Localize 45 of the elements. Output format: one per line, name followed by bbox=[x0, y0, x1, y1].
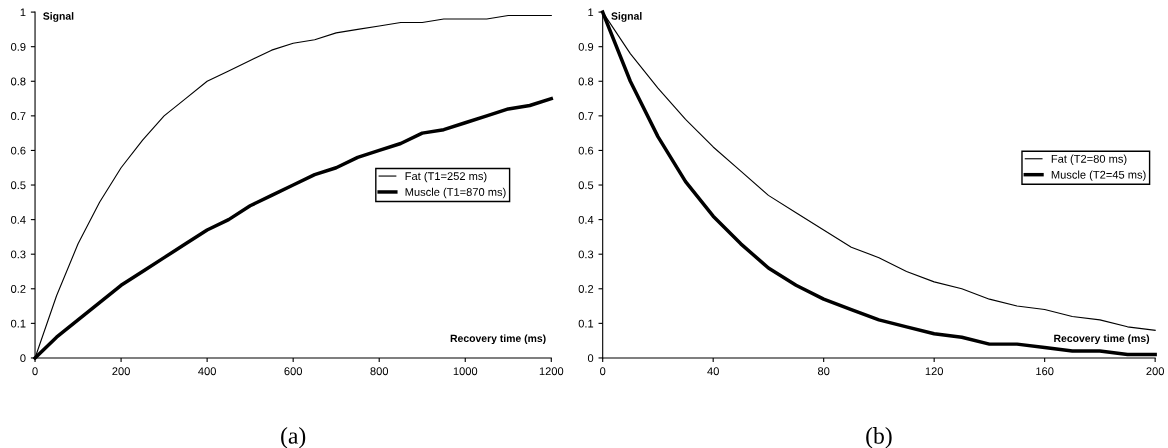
y-tick-label: 0.8 bbox=[11, 77, 26, 86]
x-tick-label: 600 bbox=[284, 367, 302, 376]
y-tick-label: 0.7 bbox=[11, 112, 26, 120]
text: (a) bbox=[281, 427, 306, 448]
legend-label: Fat (T2=80 ms) bbox=[1051, 154, 1127, 165]
x-tick-label: 160 bbox=[1036, 367, 1054, 376]
x-tick-label: 0 bbox=[32, 367, 38, 376]
x-axis-title: Recovery time (ms) bbox=[1054, 334, 1150, 345]
x-tick-label: 200 bbox=[112, 367, 130, 376]
x-tick-label: 80 bbox=[817, 367, 830, 376]
y-tick-label: 0.6 bbox=[578, 146, 594, 155]
y-tick-label: 0.5 bbox=[578, 181, 594, 190]
y-tick-label: 1 bbox=[20, 8, 26, 17]
y-tick-label: 0.4 bbox=[578, 215, 594, 224]
y-tick-label: 0.6 bbox=[11, 146, 26, 155]
x-axis-title: Recovery time (ms) bbox=[450, 334, 546, 345]
y-tick-label: 0 bbox=[20, 354, 26, 363]
y-tick-label: 1 bbox=[588, 8, 594, 17]
legend-label: Fat (T1=252 ms) bbox=[405, 171, 487, 183]
x-tick-label: 40 bbox=[707, 367, 719, 376]
x-tick-label: 200 bbox=[1146, 367, 1164, 376]
y-tick-label: 0.8 bbox=[578, 77, 594, 86]
y-tick-label: 0.2 bbox=[578, 285, 594, 293]
y-tick-label: 0.9 bbox=[11, 42, 26, 51]
x-tick-label: 400 bbox=[198, 367, 216, 376]
x-tick-label: 120 bbox=[925, 367, 943, 376]
x-tick-label: 1000 bbox=[453, 367, 478, 376]
legend-label: Muscle (T1=870 ms) bbox=[405, 187, 506, 199]
x-tick-label: 800 bbox=[370, 367, 389, 376]
x-tick-label: 1200 bbox=[539, 367, 564, 376]
y-tick-label: 0.7 bbox=[578, 112, 594, 120]
y-tick-label: 0.3 bbox=[11, 250, 26, 259]
y-tick-label: 0.4 bbox=[11, 215, 26, 224]
text: (b) bbox=[866, 427, 892, 448]
y-axis-title: Signal bbox=[43, 12, 74, 22]
legend-label: Muscle (T2=45 ms) bbox=[1051, 170, 1146, 181]
y-tick-label: 0.1 bbox=[578, 319, 594, 328]
y-tick-label: 0.3 bbox=[578, 250, 594, 259]
y-tick-label: 0.5 bbox=[11, 181, 26, 190]
y-tick-label: 0 bbox=[587, 354, 594, 363]
x-tick-label: 0 bbox=[600, 367, 606, 376]
y-tick-label: 0.2 bbox=[11, 285, 26, 293]
y-tick-label: 0.9 bbox=[578, 42, 594, 51]
y-axis-title: Signal bbox=[611, 12, 642, 22]
y-tick-label: 0.1 bbox=[11, 319, 26, 328]
